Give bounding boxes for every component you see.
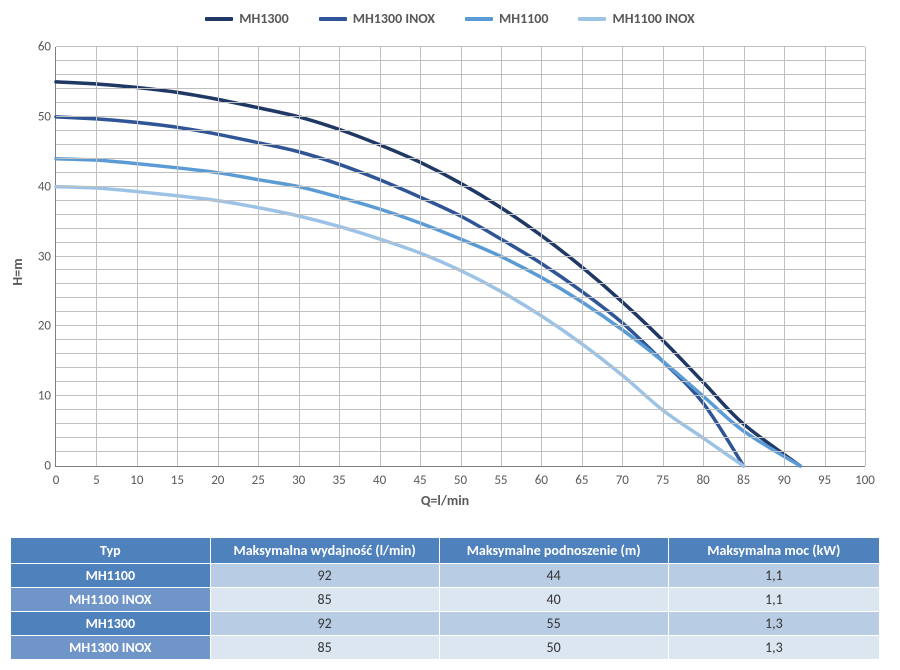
table-cell: MH1300 INOX — [11, 636, 211, 660]
x-tick-label: 65 — [575, 473, 588, 488]
x-tick-label: 100 — [855, 473, 875, 488]
legend-label: MH1300 INOX — [353, 10, 435, 27]
x-tick-label: 25 — [252, 473, 265, 488]
table-row: MH110092441,1 — [11, 564, 880, 588]
x-tick-label: 30 — [292, 473, 305, 488]
legend-swatch — [578, 17, 606, 21]
legend-swatch — [465, 17, 493, 21]
x-tick-label: 10 — [130, 473, 143, 488]
table-cell: 92 — [210, 564, 439, 588]
x-tick-label: 55 — [494, 473, 507, 488]
table-cell: MH1300 — [11, 612, 211, 636]
x-tick-label: 50 — [454, 473, 467, 488]
series-line — [56, 117, 744, 466]
y-tick-label: 20 — [26, 319, 51, 334]
table-row: MH130092551,3 — [11, 612, 880, 636]
y-tick-label: 50 — [26, 109, 51, 124]
legend-swatch — [205, 17, 233, 21]
x-tick-label: 80 — [697, 473, 710, 488]
x-tick-label: 35 — [333, 473, 346, 488]
x-tick-label: 85 — [737, 473, 750, 488]
table-header-cell: Maksymalne podnoszenie (m) — [439, 538, 668, 564]
y-tick-label: 60 — [26, 40, 51, 55]
x-tick-label: 75 — [656, 473, 669, 488]
table-cell: MH1100 INOX — [11, 588, 211, 612]
table-cell: MH1100 — [11, 564, 211, 588]
legend-label: MH1100 INOX — [612, 10, 694, 27]
x-tick-label: 20 — [211, 473, 224, 488]
y-tick-label: 0 — [26, 459, 51, 474]
table-cell: 1,1 — [668, 588, 879, 612]
y-tick-label: 40 — [26, 179, 51, 194]
x-tick-label: 0 — [53, 473, 60, 488]
table-cell: 55 — [439, 612, 668, 636]
x-tick-label: 5 — [93, 473, 100, 488]
table-cell: 1,1 — [668, 564, 879, 588]
table-header-cell: Typ — [11, 538, 211, 564]
table-header-cell: Maksymalna wydajność (l/min) — [210, 538, 439, 564]
x-tick-label: 15 — [171, 473, 184, 488]
pump-spec-table: TypMaksymalna wydajność (l/min)Maksymaln… — [10, 537, 880, 660]
table-row: MH1100 INOX85401,1 — [11, 588, 880, 612]
legend-label: MH1100 — [499, 10, 548, 27]
x-tick-label: 70 — [616, 473, 629, 488]
table-header-cell: Maksymalna moc (kW) — [668, 538, 879, 564]
y-tick-label: 10 — [26, 389, 51, 404]
table-cell: 50 — [439, 636, 668, 660]
x-tick-label: 45 — [413, 473, 426, 488]
legend-item: MH1300 — [205, 10, 288, 27]
legend-item: MH1300 INOX — [319, 10, 435, 27]
legend-item: MH1100 — [465, 10, 548, 27]
x-tick-label: 95 — [818, 473, 831, 488]
y-tick-label: 30 — [26, 249, 51, 264]
legend-label: MH1300 — [239, 10, 288, 27]
pump-curve-chart: H=m 051015202530354045505560657075808590… — [10, 37, 880, 507]
table-cell: 1,3 — [668, 636, 879, 660]
table-cell: 40 — [439, 588, 668, 612]
plot-area: 0510152025303540455055606570758085909510… — [55, 47, 865, 467]
x-tick-label: 60 — [535, 473, 548, 488]
y-axis-label: H=m — [9, 258, 26, 285]
legend-swatch — [319, 17, 347, 21]
table-row: MH1300 INOX85501,3 — [11, 636, 880, 660]
table-cell: 44 — [439, 564, 668, 588]
table-cell: 1,3 — [668, 612, 879, 636]
table-cell: 92 — [210, 612, 439, 636]
table-cell: 85 — [210, 636, 439, 660]
legend-item: MH1100 INOX — [578, 10, 694, 27]
x-tick-label: 90 — [778, 473, 791, 488]
x-tick-label: 40 — [373, 473, 386, 488]
table-cell: 85 — [210, 588, 439, 612]
x-axis-label: Q=l/min — [421, 492, 469, 509]
chart-legend: MH1300 MH1300 INOX MH1100 MH1100 INOX — [10, 10, 890, 27]
